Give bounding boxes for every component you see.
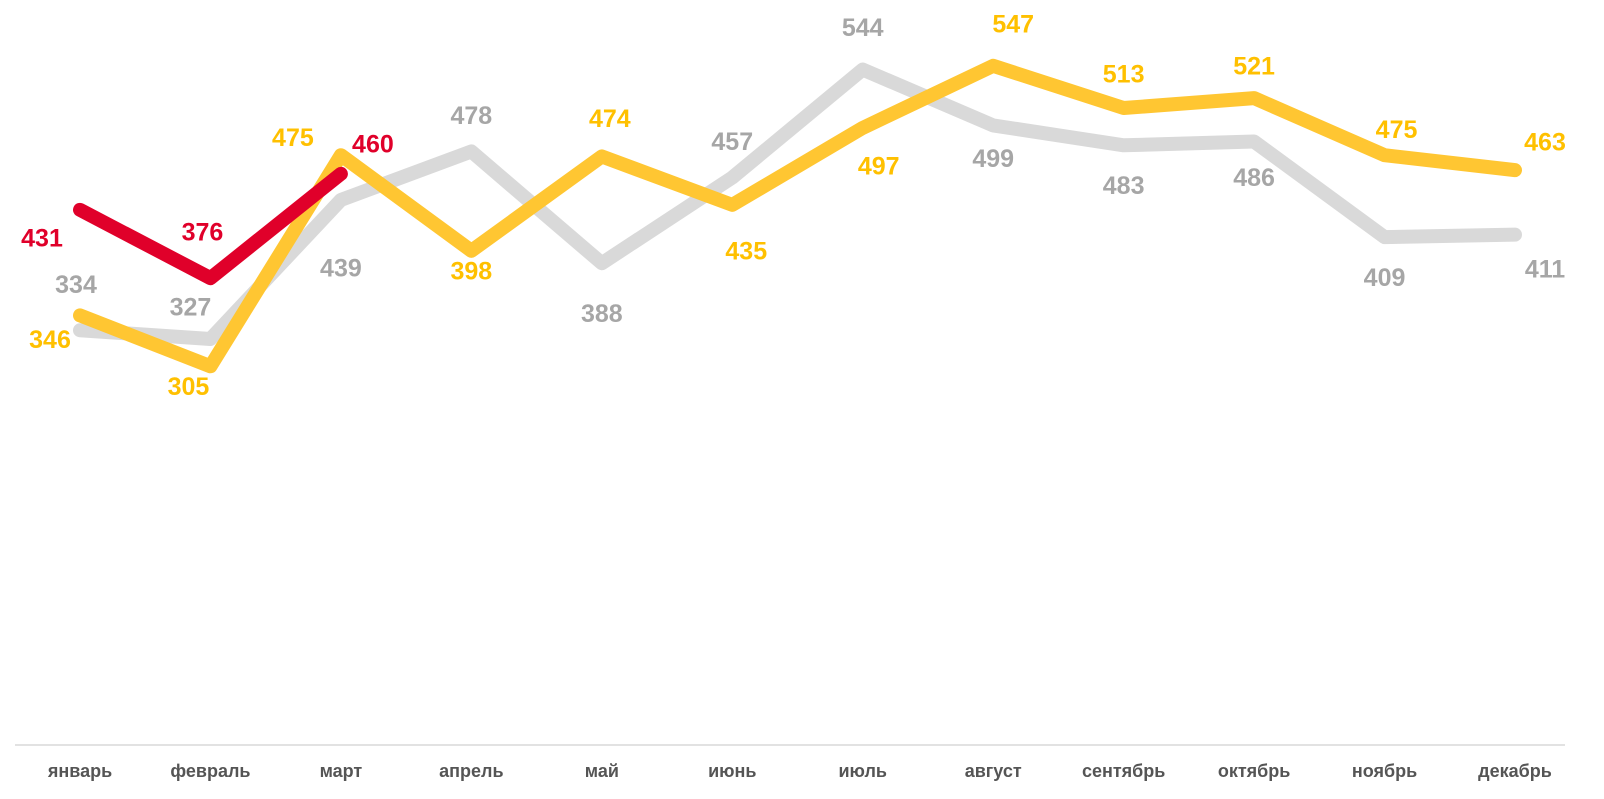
data-label: 457 [711, 128, 753, 156]
data-label: 460 [352, 130, 394, 158]
data-label: 439 [320, 255, 362, 283]
x-tick-label: ноябрь [1352, 761, 1417, 781]
x-tick-label: апрель [439, 761, 503, 781]
x-tick-label: март [320, 761, 363, 781]
data-label: 346 [29, 326, 71, 354]
data-label: 463 [1524, 129, 1566, 157]
x-tick-label: июль [838, 761, 887, 781]
x-tick-label: декабрь [1478, 761, 1552, 781]
data-label: 499 [972, 145, 1014, 173]
data-label: 513 [1103, 61, 1145, 89]
data-label: 334 [55, 271, 97, 299]
x-tick-label: февраль [170, 761, 250, 781]
data-label: 475 [272, 124, 314, 152]
series-line [73, 62, 1522, 346]
data-label: 497 [858, 153, 900, 181]
data-label: 435 [725, 237, 767, 265]
data-label: 431 [21, 224, 63, 252]
data-label: 483 [1103, 172, 1145, 200]
x-tick-label: сентябрь [1082, 761, 1165, 781]
data-label: 409 [1364, 264, 1406, 292]
data-label: 474 [589, 105, 631, 133]
x-tick-label: июнь [708, 761, 756, 781]
data-label: 521 [1233, 53, 1275, 81]
data-label: 398 [451, 257, 493, 285]
data-label: 388 [581, 300, 623, 328]
data-label: 475 [1376, 116, 1418, 144]
x-tick-label: август [965, 761, 1022, 781]
data-label: 305 [168, 373, 210, 401]
data-label: 544 [842, 14, 884, 42]
x-tick-label: январь [47, 761, 112, 781]
data-label: 478 [451, 102, 493, 130]
data-label: 547 [992, 10, 1034, 38]
x-tick-label: май [585, 761, 619, 781]
data-label: 376 [182, 219, 224, 247]
data-label: 486 [1233, 164, 1275, 192]
data-label: 327 [170, 294, 212, 322]
data-label: 411 [1525, 255, 1565, 283]
series-line [73, 166, 348, 286]
x-tick-label: октябрь [1218, 761, 1291, 781]
